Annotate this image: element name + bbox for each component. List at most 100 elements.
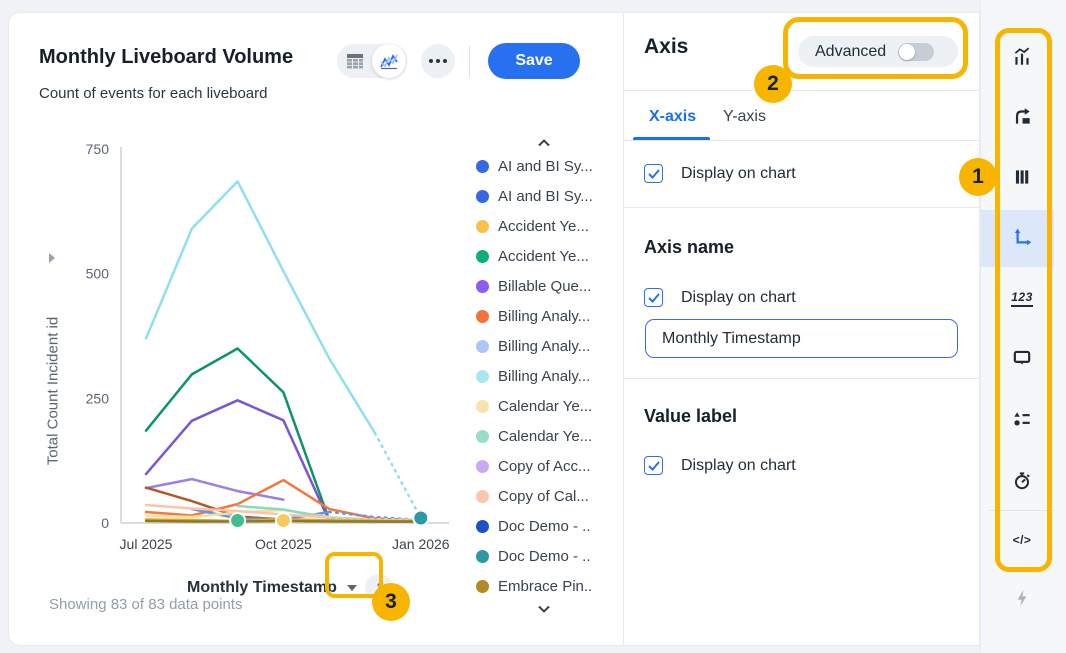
data-point-marker[interactable] bbox=[274, 512, 292, 530]
save-button[interactable]: Save bbox=[488, 43, 580, 79]
legend-item[interactable]: Billing Analy... bbox=[468, 361, 620, 391]
legend-item[interactable]: Copy of Acc... bbox=[468, 451, 620, 481]
legend-item[interactable]: Calendar Ye... bbox=[468, 391, 620, 421]
change-visualization-button[interactable] bbox=[1011, 106, 1033, 128]
display-on-chart-checkbox[interactable] bbox=[644, 164, 663, 183]
lightning-icon bbox=[1017, 589, 1027, 607]
legend-item-label: Embrace Pin.. bbox=[498, 577, 593, 595]
panel-divider bbox=[623, 207, 980, 208]
columns-icon bbox=[1015, 170, 1029, 184]
data-point-marker[interactable] bbox=[412, 509, 430, 527]
x-axis-title[interactable]: Monthly Timestamp bbox=[187, 579, 337, 596]
chart-view-button[interactable] bbox=[372, 44, 406, 78]
annotation-badge-2: 2 bbox=[754, 65, 792, 103]
series-line[interactable] bbox=[144, 503, 331, 519]
chart-card: Monthly Liveboard Volume Count of events… bbox=[9, 13, 623, 645]
legend-scroll-up[interactable] bbox=[468, 135, 620, 151]
series-line[interactable] bbox=[144, 180, 377, 435]
series-line[interactable] bbox=[144, 477, 285, 501]
value-label-display-checkbox[interactable] bbox=[644, 456, 663, 475]
axis-name-display-checkbox[interactable] bbox=[644, 288, 663, 307]
y-axis-title[interactable]: Total Count Incident id bbox=[44, 316, 62, 466]
view-toggle[interactable] bbox=[337, 44, 407, 78]
legend-item-label: Accident Ye... bbox=[498, 247, 589, 265]
tab-y-axis[interactable]: Y-axis bbox=[723, 108, 766, 125]
advanced-toggle-group: Advanced bbox=[798, 36, 958, 67]
chart-settings-button[interactable] bbox=[1011, 46, 1033, 68]
legend-item[interactable]: Doc Demo - .. bbox=[468, 541, 620, 571]
legend-item[interactable]: Accident Ye... bbox=[468, 241, 620, 271]
axis-name-input[interactable] bbox=[645, 319, 958, 358]
more-options-button[interactable] bbox=[421, 44, 455, 78]
tab-x-axis[interactable]: X-axis bbox=[649, 108, 697, 125]
checkbox-label: Display on chart bbox=[681, 456, 796, 474]
legend-item[interactable]: Doc Demo - .. bbox=[468, 511, 620, 541]
y-axis-sort-icon[interactable] bbox=[49, 253, 55, 263]
custom-code-button[interactable]: </> bbox=[1011, 529, 1033, 551]
y-tick-label: 500 bbox=[86, 266, 110, 282]
legend-dot bbox=[476, 339, 489, 353]
legend-dot bbox=[476, 309, 489, 323]
toolbar-divider bbox=[989, 510, 1055, 511]
legend-item[interactable]: Embrace Pin.. bbox=[468, 571, 620, 601]
series-line[interactable] bbox=[144, 399, 423, 523]
chart-svg[interactable]: 0 250 500 750 Jul 2025 Oct 2025 Jan 2026 bbox=[9, 121, 623, 591]
y-tick-label: 0 bbox=[101, 515, 109, 531]
main-surface: Monthly Liveboard Volume Count of events… bbox=[8, 12, 980, 646]
legend-dot bbox=[476, 579, 489, 593]
legend-dot bbox=[476, 459, 489, 473]
table-view-button[interactable] bbox=[337, 44, 372, 78]
series-line[interactable] bbox=[144, 478, 423, 522]
legend-item[interactable]: Copy of Cal... bbox=[468, 481, 620, 511]
axis-button[interactable] bbox=[1011, 227, 1033, 249]
spark-button[interactable] bbox=[1011, 587, 1033, 609]
legend-item[interactable]: AI and BI Sy... bbox=[468, 151, 620, 181]
data-point-marker[interactable] bbox=[229, 512, 247, 530]
chart-settings-icon bbox=[1014, 47, 1030, 65]
dot-icon bbox=[443, 59, 447, 63]
panel-divider bbox=[623, 378, 980, 379]
annotation-box-1 bbox=[995, 28, 1052, 572]
checkbox-label: Display on chart bbox=[681, 288, 796, 306]
legend-button[interactable] bbox=[1011, 408, 1033, 430]
chart-legend: AI and BI Sy... AI and BI Sy... Accident Y… bbox=[468, 135, 620, 617]
table-icon bbox=[346, 54, 363, 69]
panel-divider bbox=[623, 140, 980, 141]
legend-dot bbox=[476, 249, 489, 263]
legend-dot bbox=[476, 279, 489, 293]
chevron-down-icon[interactable] bbox=[346, 585, 357, 591]
legend-item-label: Copy of Acc... bbox=[498, 457, 591, 475]
legend-item-label: Accident Ye... bbox=[498, 217, 589, 235]
check-icon bbox=[647, 460, 660, 471]
data-points-note: Showing 83 of 83 data points bbox=[49, 596, 243, 613]
legend-item[interactable]: Billing Analy... bbox=[468, 331, 620, 361]
legend-item-label: Billing Analy... bbox=[498, 367, 591, 385]
legend-item[interactable]: AI and BI Sy... bbox=[468, 181, 620, 211]
annotation-box-3 bbox=[325, 552, 383, 598]
legend-item[interactable]: Billing Analy... bbox=[468, 301, 620, 331]
series-line-dotted[interactable] bbox=[327, 516, 423, 522]
legend-dot bbox=[476, 399, 489, 413]
panel-title: Axis bbox=[644, 35, 689, 58]
tooltip-button[interactable] bbox=[1011, 347, 1033, 369]
legend-item-label: Doc Demo - .. bbox=[498, 517, 591, 535]
card-panel-divider bbox=[623, 13, 624, 645]
legend-item[interactable]: Accident Ye... bbox=[468, 211, 620, 241]
stopwatch-button[interactable] bbox=[1011, 469, 1033, 491]
number-format-button[interactable]: 123 bbox=[1011, 287, 1033, 309]
x-tick-label: Oct 2025 bbox=[255, 536, 312, 552]
legend-item[interactable]: Billable Que... bbox=[468, 271, 620, 301]
stopwatch-icon bbox=[1014, 472, 1030, 490]
series-line-dotted[interactable] bbox=[373, 431, 423, 520]
active-tab-underline bbox=[633, 137, 710, 141]
y-tick-label: 750 bbox=[86, 141, 110, 157]
legend-dot bbox=[476, 489, 489, 503]
page-title: Monthly Liveboard Volume bbox=[39, 46, 294, 68]
legend-scroll-down[interactable] bbox=[468, 601, 620, 617]
annotation-badge-3: 3 bbox=[372, 583, 410, 621]
columns-button[interactable] bbox=[1011, 166, 1033, 188]
series-line[interactable] bbox=[144, 347, 423, 523]
legend-item[interactable]: Calendar Ye... bbox=[468, 421, 620, 451]
code-icon: </> bbox=[1012, 533, 1032, 547]
advanced-toggle[interactable] bbox=[898, 42, 935, 61]
